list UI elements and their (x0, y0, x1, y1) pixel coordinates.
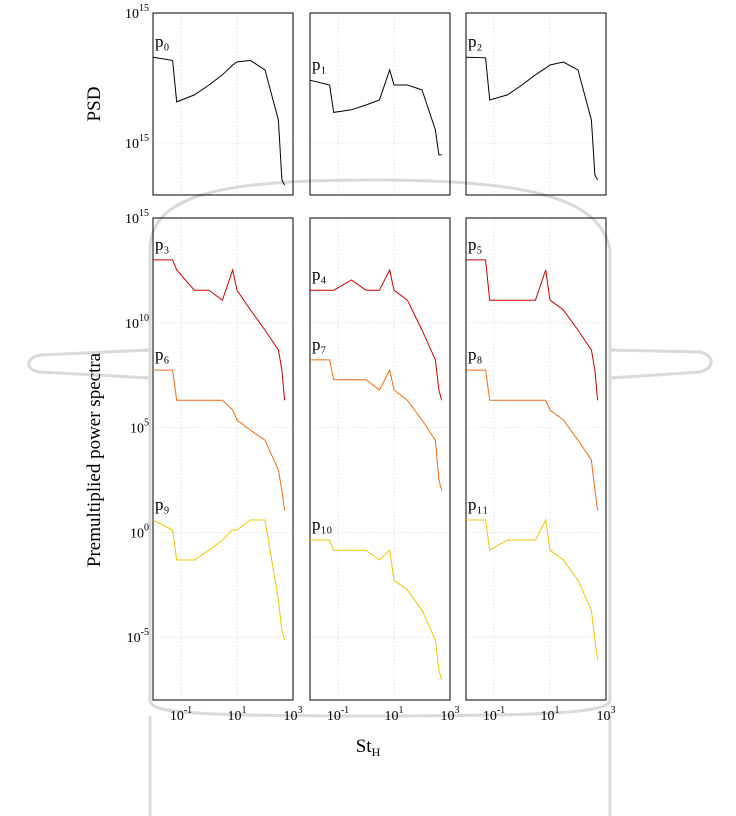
y-tick-label-base: 10 (125, 7, 139, 22)
outline-shape (148, 178, 612, 718)
x-tick-label-base: 10 (284, 709, 298, 724)
x-tick-label-exp: 1 (242, 705, 247, 716)
y-tick-label: 10-5 (127, 627, 149, 646)
x-tick-label-base: 10 (483, 709, 497, 724)
spectrum-line (153, 369, 286, 511)
series-label: p₁ (312, 55, 326, 74)
x-axis-title-base: St (356, 736, 373, 757)
x-tick-label-base: 10 (327, 709, 341, 724)
outline-shape (148, 716, 612, 816)
series-label: p₇ (312, 335, 327, 354)
x-tick-label: 10-1 (483, 705, 505, 724)
series-label: p₄ (312, 265, 327, 284)
y-tick-label-exp: -5 (141, 627, 149, 638)
series-label: p₃ (155, 235, 170, 254)
y-tick-label-exp: 10 (139, 313, 149, 324)
x-axis-title-sub: H (372, 745, 381, 759)
y-axis-title: PSD (84, 87, 105, 122)
x-tick-label: 101 (228, 705, 247, 724)
x-tick-label: 101 (541, 705, 560, 724)
y-tick-label-base: 10 (125, 137, 139, 152)
series-label: p₁₀ (312, 515, 332, 534)
x-tick-label-exp: 3 (455, 705, 460, 716)
x-tick-label-exp: -1 (184, 705, 192, 716)
y-tick-label-base: 10 (130, 422, 144, 437)
spectrum-line (310, 539, 443, 681)
x-tick-label-base: 10 (541, 709, 555, 724)
x-tick-label-base: 10 (228, 709, 242, 724)
x-tick-label: 103 (441, 705, 460, 724)
x-axis-title: StH (356, 736, 381, 759)
y-tick-label-exp: 0 (144, 522, 149, 533)
background-outline (27, 178, 713, 816)
series-label: p₈ (468, 345, 483, 364)
panel-frame (309, 12, 451, 196)
y-tick-label: 1015 (125, 3, 149, 22)
panel-frame (152, 12, 294, 196)
spectrum-line (152, 519, 286, 641)
outline-shape (27, 348, 151, 380)
y-tick-label-exp: 15 (139, 3, 149, 14)
series-label: p₂ (468, 32, 482, 51)
y-tick-label-exp: 5 (144, 418, 149, 429)
y-tick-label-base: 10 (125, 317, 139, 332)
spectrum-line (310, 268, 443, 401)
x-tick-label-exp: -1 (341, 705, 349, 716)
spectrum-line (465, 56, 599, 181)
x-tick-label-exp: 3 (298, 705, 303, 716)
x-tick-label: 10-1 (170, 705, 192, 724)
panel-frame (465, 12, 607, 196)
y-tick-label: 1015 (125, 133, 149, 152)
x-tick-label-base: 10 (597, 709, 611, 724)
x-tick-label-exp: 3 (611, 705, 616, 716)
y-tick-label: 100 (130, 522, 149, 541)
panel-frame (309, 217, 451, 701)
x-tick-label: 103 (284, 705, 303, 724)
x-tick-label: 103 (597, 705, 616, 724)
y-tick-label-base: 10 (127, 631, 141, 646)
x-tick-label-exp: -1 (497, 705, 505, 716)
panel-frame (152, 217, 294, 701)
series-label: p₀ (155, 32, 170, 51)
x-tick-label-exp: 1 (555, 705, 560, 716)
x-tick-label: 10-1 (327, 705, 349, 724)
spectrum-line (310, 359, 443, 491)
y-tick-label-exp: 15 (139, 133, 149, 144)
spectrum-line (466, 518, 599, 661)
series-label: p₅ (468, 235, 483, 254)
x-tick-label-exp: 1 (399, 705, 404, 716)
y-tick-label-base: 10 (130, 526, 144, 541)
x-tick-label-base: 10 (385, 709, 399, 724)
x-tick-label-base: 10 (441, 709, 455, 724)
spectrum-line (309, 68, 442, 156)
y-tick-label: 1010 (125, 313, 149, 332)
y-tick-label-exp: 15 (139, 208, 149, 219)
series-label: p₉ (155, 495, 170, 514)
spectrum-line (152, 56, 286, 186)
panel-frame (465, 217, 607, 701)
spectrum-line (466, 259, 599, 401)
y-tick-label: 105 (130, 418, 149, 437)
y-axis-title: Premultiplied power spectra (84, 352, 105, 567)
outline-shape (609, 348, 713, 380)
x-tick-label: 101 (385, 705, 404, 724)
spectrum-line (153, 259, 286, 401)
x-tick-label-base: 10 (170, 709, 184, 724)
y-tick-label-base: 10 (125, 212, 139, 227)
y-tick-label: 1015 (125, 208, 149, 227)
spectrum-line (466, 369, 599, 511)
series-label: p₁₁ (468, 495, 488, 514)
series-label: p₆ (155, 345, 170, 364)
